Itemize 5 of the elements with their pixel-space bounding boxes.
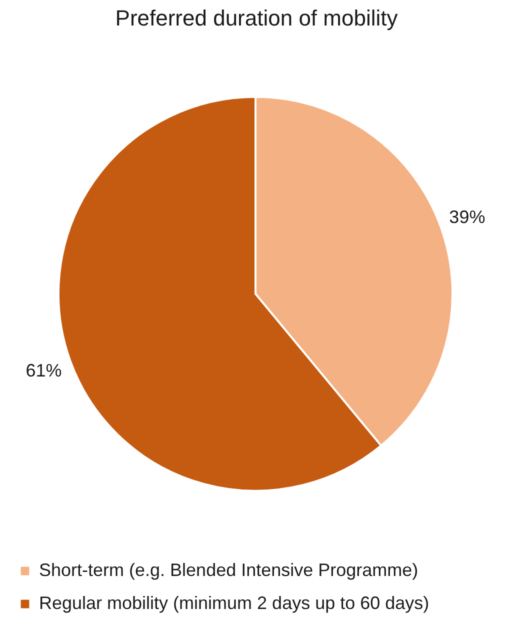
data-label: 61% [26, 360, 62, 380]
chart-title: Preferred duration of mobility [115, 6, 398, 30]
data-label: 39% [449, 207, 486, 228]
legend-label: Short-term (e.g. Blended Intensive Programme) [39, 560, 418, 581]
legend-label: Regular mobility (minimum 2 days up to 60 days) [39, 593, 430, 614]
